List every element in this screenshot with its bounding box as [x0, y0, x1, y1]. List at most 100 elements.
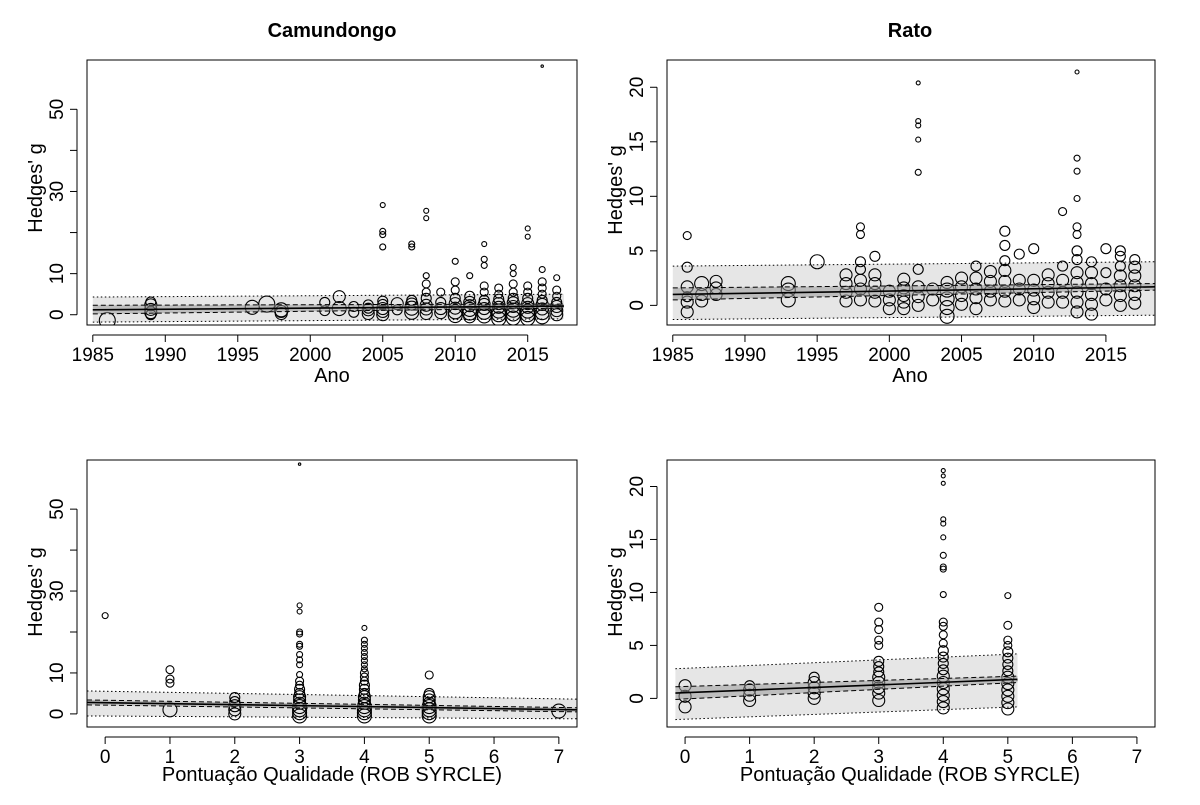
plot-frame — [86, 59, 578, 326]
confidence-lower-line — [92, 307, 564, 315]
x-tick-label: 2005 — [362, 345, 404, 366]
data-point — [449, 292, 461, 304]
x-axis-label-top-left: Ano — [314, 365, 350, 387]
data-point — [538, 265, 546, 274]
plot-frame — [666, 59, 1156, 326]
data-point — [360, 636, 368, 644]
data-point — [954, 271, 969, 285]
data-point — [897, 272, 911, 286]
data-point — [296, 602, 303, 609]
data-point — [940, 468, 946, 474]
data-point — [1074, 69, 1080, 75]
data-point — [552, 291, 562, 301]
y-tick-label: 15 — [627, 529, 648, 550]
data-point — [1070, 295, 1084, 309]
plot-content — [87, 462, 577, 724]
panel-title-camundongo: Camundongo — [268, 20, 397, 42]
data-point — [508, 279, 518, 289]
data-point — [869, 250, 881, 262]
data-point — [874, 635, 884, 645]
data-point — [1057, 260, 1069, 272]
x-tick-label: 0 — [100, 747, 111, 768]
x-tick-label: 1985 — [72, 345, 114, 366]
prediction-lower-line — [87, 715, 577, 720]
x-tick-label: 1995 — [217, 345, 259, 366]
data-point — [450, 277, 460, 287]
x-tick-label: 1990 — [144, 345, 186, 366]
data-point — [937, 651, 949, 663]
data-point — [296, 661, 304, 669]
plot-panel-bottom-right: 0 1 2 3 4 5 6 7 0 5 10 15 20 — [627, 459, 1156, 768]
prediction-upper-line — [675, 653, 1018, 670]
data-point — [423, 687, 435, 699]
data-point — [520, 310, 536, 325]
confidence-lower-line — [675, 682, 1018, 700]
data-point — [1001, 683, 1015, 697]
data-point — [1073, 194, 1081, 203]
data-point — [296, 650, 304, 659]
y-tick-label: 30 — [47, 181, 68, 202]
x-tick-label: 1990 — [724, 345, 766, 366]
data-point — [936, 695, 950, 709]
data-point — [1071, 245, 1083, 257]
data-point — [101, 612, 109, 620]
data-point — [358, 679, 370, 691]
confidence-upper-line — [87, 699, 577, 709]
data-point — [408, 240, 416, 248]
data-point — [296, 628, 304, 636]
data-point — [969, 302, 983, 316]
data-point — [297, 462, 302, 466]
data-point — [897, 302, 911, 316]
data-point — [954, 297, 969, 311]
data-point — [379, 243, 387, 251]
confidence-lower-line — [672, 289, 1155, 301]
x-axis-label-bottom-left: Pontuação Qualidade (ROB SYRCLE) — [162, 764, 502, 786]
data-point — [1001, 696, 1015, 710]
data-point — [983, 265, 997, 279]
data-point — [1013, 248, 1025, 260]
data-point — [915, 122, 922, 129]
data-point — [1100, 267, 1112, 279]
data-point — [1070, 305, 1084, 319]
data-point — [1113, 298, 1127, 312]
data-point — [874, 602, 884, 612]
y-tick-label: 20 — [627, 77, 648, 98]
data-point — [915, 118, 922, 125]
data-point — [296, 608, 303, 615]
data-point — [420, 292, 432, 304]
data-point — [1084, 307, 1099, 321]
y-tick-label: 20 — [627, 476, 648, 497]
data-point — [360, 648, 368, 657]
data-point — [494, 283, 504, 293]
data-point — [436, 287, 446, 297]
data-point — [939, 563, 947, 571]
y-tick-label: 50 — [47, 499, 68, 520]
data-point — [1073, 154, 1081, 162]
data-point — [165, 674, 175, 684]
y-axis-label-bottom-left: Hedges' g — [25, 547, 47, 636]
confidence-upper-line — [92, 303, 564, 306]
data-point — [678, 700, 692, 714]
data-point — [359, 672, 369, 682]
data-point — [969, 271, 983, 285]
data-point — [360, 665, 368, 673]
data-point — [940, 473, 946, 479]
data-point — [358, 687, 370, 699]
data-point — [523, 281, 533, 291]
x-tick-label: 2000 — [868, 345, 910, 366]
regression-line — [675, 678, 1018, 694]
data-point — [296, 642, 304, 650]
y-tick-label: 10 — [627, 186, 648, 207]
data-point — [1128, 296, 1142, 310]
x-tick-label: 2005 — [940, 345, 982, 366]
x-tick-label: 7 — [1132, 747, 1143, 768]
data-point — [999, 239, 1011, 251]
data-point — [360, 640, 368, 648]
data-point — [1114, 250, 1126, 262]
data-point — [524, 225, 531, 232]
panel-title-rato: Rato — [888, 20, 932, 42]
y-axis-label-top-right: Hedges' g — [605, 145, 627, 234]
y-tick-label: 5 — [627, 246, 648, 257]
regression-line — [87, 701, 577, 711]
data-point — [293, 690, 307, 704]
